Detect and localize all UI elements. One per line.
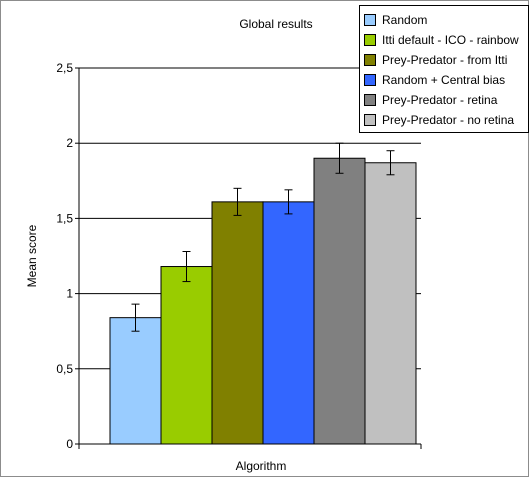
y-tick-label: 0,5 <box>56 362 73 376</box>
legend-item: Random + Central bias <box>364 70 528 90</box>
legend-swatch <box>364 14 376 26</box>
legend-label: Random <box>382 13 428 27</box>
legend-label: Itti default - ICO - rainbow <box>382 33 519 47</box>
y-tick-label: 0 <box>66 437 73 451</box>
bar <box>109 317 162 445</box>
legend-swatch <box>364 114 376 126</box>
legend-item: Prey-Predator - retina <box>364 90 528 110</box>
legend-swatch <box>364 54 376 66</box>
bar <box>313 157 366 445</box>
legend-label: Prey-Predator - from Itti <box>382 53 508 67</box>
y-tick-label: 2 <box>66 136 73 150</box>
legend-label: Random + Central bias <box>382 73 506 87</box>
bar <box>262 201 315 445</box>
bar <box>211 201 264 445</box>
bar <box>160 266 213 445</box>
chart-title: Global results <box>239 17 313 31</box>
x-axis-label: Algorithm <box>235 459 287 473</box>
legend: Random Itti default - ICO - rainbow Prey-P… <box>359 5 529 133</box>
bar <box>364 162 417 445</box>
legend-item: Prey-Predator - no retina <box>364 110 528 130</box>
legend-swatch <box>364 34 376 46</box>
y-tick-label: 1 <box>66 287 73 301</box>
legend-label: Prey-Predator - no retina <box>382 113 515 127</box>
y-tick-label: 2,5 <box>56 61 73 75</box>
y-axis-label: Mean score <box>25 224 39 288</box>
legend-item: Random <box>364 10 528 30</box>
legend-swatch <box>364 94 376 106</box>
legend-swatch <box>364 74 376 86</box>
y-tick-label: 1,5 <box>56 211 73 225</box>
legend-item: Itti default - ICO - rainbow <box>364 30 528 50</box>
legend-label: Prey-Predator - retina <box>382 93 498 107</box>
legend-item: Prey-Predator - from Itti <box>364 50 528 70</box>
